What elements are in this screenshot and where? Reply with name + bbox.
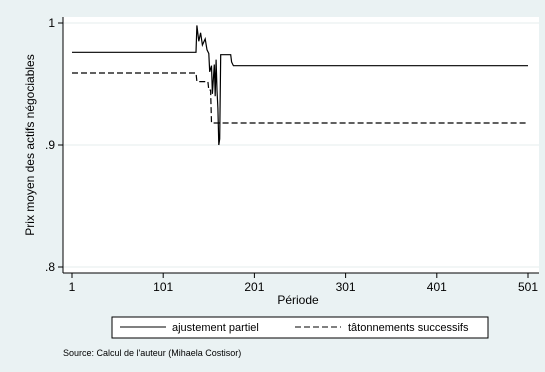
series-layer xyxy=(72,25,528,146)
x-axis-ticks: 1 101 201 301 401 501 xyxy=(69,273,538,294)
y-axis-ticks: .8 .9 1 xyxy=(45,16,63,274)
legend-label-ajustement-partiel: ajustement partiel xyxy=(172,322,259,334)
series-line-tatonnements-successifs xyxy=(72,72,528,124)
x-tick-label: 501 xyxy=(518,280,538,294)
series-line-ajustement-partiel xyxy=(72,25,528,146)
x-tick-label: 201 xyxy=(244,280,264,294)
x-tick-label: 401 xyxy=(427,280,447,294)
x-tick-label: 1 xyxy=(69,280,76,294)
x-tick-label: 101 xyxy=(153,280,173,294)
y-tick-label: .9 xyxy=(45,138,55,152)
y-axis-title: Prix moyen des actifs négociables xyxy=(23,54,37,235)
legend: ajustement partiel tâtonnements successi… xyxy=(111,316,489,339)
source-note: Source: Calcul de l'auteur (Mihaela Cost… xyxy=(63,348,241,358)
x-axis-title: Période xyxy=(277,293,319,307)
x-tick-label: 301 xyxy=(336,280,356,294)
gridlines xyxy=(63,22,539,268)
legend-label-tatonnements-successifs: tâtonnements successifs xyxy=(348,322,469,334)
y-tick-label: .8 xyxy=(45,260,55,274)
y-tick-label: 1 xyxy=(48,16,55,30)
